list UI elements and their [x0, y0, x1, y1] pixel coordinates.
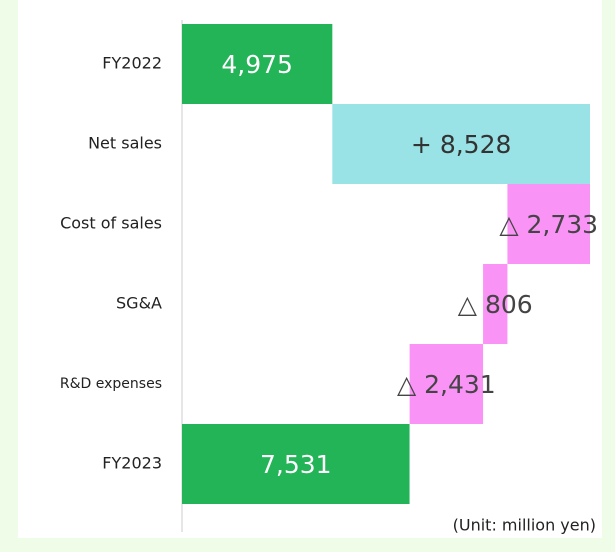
- bar: [507, 184, 590, 264]
- value-label: △ 2,431: [397, 370, 496, 399]
- value-label: 7,531: [260, 450, 332, 479]
- category-label: Cost of sales: [60, 214, 162, 233]
- bar: [182, 24, 333, 104]
- bar: [332, 104, 590, 184]
- value-label: △ 2,733: [499, 210, 598, 239]
- category-label: Net sales: [88, 134, 162, 153]
- bar: [182, 424, 410, 504]
- category-label: FY2022: [102, 54, 162, 73]
- category-label: SG&A: [116, 294, 162, 313]
- unit-note: (Unit: million yen): [453, 516, 596, 535]
- category-label: R&D expenses: [60, 376, 162, 392]
- bar: [409, 344, 484, 424]
- category-label: FY2023: [102, 454, 162, 473]
- value-label: 4,975: [221, 50, 293, 79]
- bar: [483, 264, 508, 344]
- value-label: + 8,528: [411, 130, 511, 159]
- value-label: △ 806: [458, 290, 533, 319]
